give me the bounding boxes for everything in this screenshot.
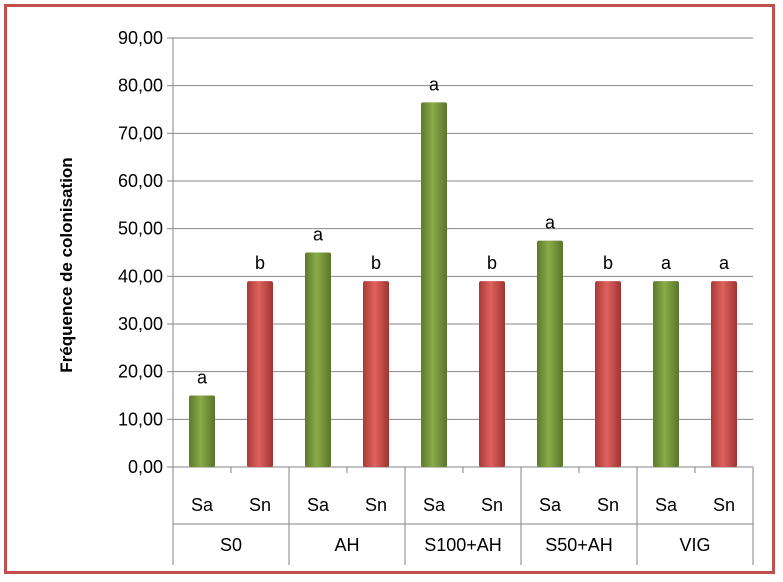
y-tick-label: 50,00 xyxy=(118,219,163,239)
y-tick-label: 70,00 xyxy=(118,123,163,143)
x-category-label: Sa xyxy=(655,495,678,515)
x-category-label: Sa xyxy=(307,495,330,515)
x-group-label: S50+AH xyxy=(545,535,613,555)
bar-letter-label: b xyxy=(603,253,613,273)
y-tick-label: 10,00 xyxy=(118,409,163,429)
x-category-label: Sa xyxy=(539,495,562,515)
bar-s0-sa xyxy=(189,395,215,467)
x-group-label: S0 xyxy=(220,535,242,555)
bar-letter-label: a xyxy=(313,225,324,245)
bar-letter-label: b xyxy=(371,253,381,273)
y-tick-label: 60,00 xyxy=(118,171,163,191)
x-category-label: Sa xyxy=(191,495,214,515)
bar-letter-label: b xyxy=(487,253,497,273)
x-group-label: VIG xyxy=(679,535,710,555)
y-tick-label: 30,00 xyxy=(118,314,163,334)
bar-vig-sa xyxy=(653,281,679,467)
y-axis-label: Fréquence de colonisation xyxy=(57,157,76,372)
x-category-label: Sn xyxy=(713,495,735,515)
bar-letter-label: a xyxy=(719,253,730,273)
bar-vig-sn xyxy=(711,281,737,467)
bar-letter-label: a xyxy=(197,368,208,388)
y-tick-label: 0,00 xyxy=(128,457,163,477)
x-group-label: S100+AH xyxy=(424,535,502,555)
x-category-label: Sn xyxy=(597,495,619,515)
bar-s50-ah-sa xyxy=(537,240,563,467)
bar-letter-label: a xyxy=(429,74,440,94)
y-tick-label: 80,00 xyxy=(118,76,163,96)
bar-s0-sn xyxy=(247,281,273,467)
bar-s100-ah-sa xyxy=(421,102,447,467)
bar-ah-sa xyxy=(305,252,331,467)
labels: 0,00 10,00 20,00 30,00 40,00 50,00 60,00 70,00 8… xyxy=(118,28,735,555)
bar-ah-sn xyxy=(363,281,389,467)
chart-frame xyxy=(4,4,775,574)
x-category-label: Sn xyxy=(249,495,271,515)
y-tick-label: 90,00 xyxy=(118,28,163,48)
x-category-label: Sn xyxy=(365,495,387,515)
bar-letter-label: b xyxy=(255,253,265,273)
x-category-label: Sa xyxy=(423,495,446,515)
x-group-label: AH xyxy=(334,535,359,555)
x-category-label: Sn xyxy=(481,495,503,515)
bar-s50-ah-sn xyxy=(595,281,621,467)
bar-letter-label: a xyxy=(661,253,672,273)
bar-s100-ah-sn xyxy=(479,281,505,467)
y-tick-label: 20,00 xyxy=(118,362,163,382)
bars xyxy=(189,102,737,467)
y-tick-label: 40,00 xyxy=(118,266,163,286)
bar-letter-label: a xyxy=(545,213,556,233)
